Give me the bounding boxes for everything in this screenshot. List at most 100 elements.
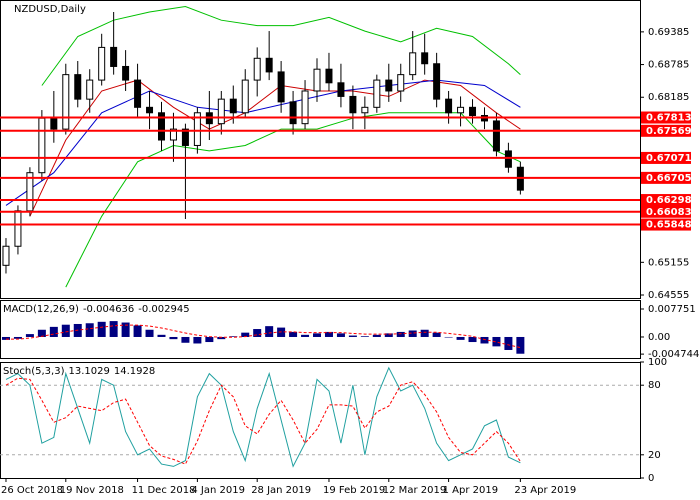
- level-label: 0.66083: [646, 207, 692, 218]
- candle-body: [157, 112, 165, 141]
- signal-line: [6, 324, 521, 349]
- macd-bar: [444, 336, 453, 338]
- macd-bar: [408, 330, 417, 337]
- macd-bar: [301, 334, 310, 337]
- y-tick-label: 0.69385: [648, 27, 689, 38]
- candle-body: [62, 74, 70, 130]
- macd-bar: [145, 329, 154, 337]
- candle-body: [469, 106, 477, 116]
- candle-body: [98, 46, 106, 81]
- stoch-title-part: Stoch(5,3,3): [3, 366, 65, 377]
- candle-body: [193, 112, 201, 146]
- x-tick-label: 1 Apr 2019: [443, 485, 498, 496]
- candle-body: [433, 63, 441, 100]
- level-label: 0.67071: [646, 153, 692, 164]
- candle-body: [492, 120, 500, 152]
- y-tick-label: 0.68785: [648, 60, 689, 71]
- level-label: 0.67813: [646, 113, 692, 124]
- macd-bar: [265, 326, 274, 337]
- y-tick-label: -0.004744: [648, 349, 699, 360]
- candle-body: [385, 79, 393, 92]
- candle-body: [265, 57, 273, 73]
- candle-body: [289, 101, 297, 125]
- candle-body: [373, 79, 381, 108]
- candle-body: [181, 128, 189, 146]
- macd-bar: [61, 324, 70, 337]
- macd-bar: [516, 336, 525, 354]
- candle-body: [38, 117, 46, 174]
- y-tick-label: 100: [648, 357, 667, 368]
- level-tag: [641, 171, 691, 184]
- candle-body: [241, 79, 249, 114]
- candle-body: [86, 79, 94, 100]
- macd-bar: [85, 323, 94, 337]
- y-tick-label: 0: [648, 473, 654, 484]
- stoch-title-part: 13.1029: [68, 366, 109, 377]
- macd-bar: [169, 336, 178, 340]
- macd-bar: [432, 332, 441, 337]
- x-tick-label: 11 Dec 2018: [132, 485, 196, 496]
- macd-bar: [121, 322, 130, 337]
- macd-bar: [468, 336, 477, 343]
- candle-body: [217, 98, 225, 125]
- macd-bar: [241, 332, 250, 337]
- y-tick-label: 20: [648, 450, 661, 461]
- indicator-line: [41, 5, 521, 86]
- macd-bar: [360, 336, 369, 337]
- indicator-line: [65, 112, 521, 288]
- candle-body: [337, 82, 345, 97]
- candle-body: [409, 52, 417, 76]
- y-tick-label: 0.00: [648, 332, 670, 343]
- x-tick-label: 19 Feb 2019: [323, 485, 385, 496]
- macd-bar: [253, 329, 262, 337]
- macd-title-part: MACD(12,26,9): [3, 304, 79, 315]
- macd-bar: [504, 336, 513, 350]
- stoch-title: Stoch(5,3,3) 13.1029 14.1928: [3, 366, 155, 377]
- macd-bar: [157, 334, 166, 337]
- candle-body: [397, 74, 405, 92]
- y-tick-label: 0.65155: [648, 257, 689, 268]
- macd-bar: [205, 336, 214, 343]
- candle-body: [2, 245, 10, 266]
- candle-body: [253, 57, 261, 81]
- candle-body: [457, 106, 465, 114]
- candle-body: [421, 52, 429, 65]
- macd-bar: [217, 336, 226, 340]
- chart-title: NZDUSD,Daily: [14, 4, 86, 15]
- candle-body: [445, 98, 453, 114]
- price-panel-frame: [0, 0, 641, 299]
- level-label: 0.66705: [646, 173, 692, 184]
- candle-body: [229, 98, 237, 114]
- candle-body: [313, 68, 321, 92]
- candle-body: [50, 117, 58, 130]
- x-tick-label: 23 Apr 2019: [514, 485, 576, 496]
- candle-body: [325, 68, 333, 84]
- macd-bar: [25, 334, 34, 337]
- level-tag: [641, 124, 691, 137]
- macd-bar: [49, 326, 58, 337]
- level-tag: [641, 194, 691, 207]
- x-tick-label: 28 Jan 2019: [251, 485, 311, 496]
- macd-bar: [1, 336, 10, 340]
- x-tick-label: 12 Mar 2019: [383, 485, 446, 496]
- macd-bar: [193, 336, 202, 344]
- macd-bar: [313, 333, 322, 337]
- y-tick-label: 80: [648, 380, 661, 391]
- level-tag: [641, 205, 691, 218]
- macd-panel-frame: [0, 300, 641, 359]
- k-line: [5, 366, 521, 468]
- candle-body: [169, 128, 177, 141]
- macd-bar: [336, 333, 345, 337]
- y-tick-label: 0.68185: [648, 92, 689, 103]
- level-tag: [641, 218, 691, 231]
- macd-bar: [109, 321, 118, 337]
- stoch-panel-frame: [0, 362, 641, 479]
- level-tag: [641, 111, 691, 124]
- candle-body: [146, 106, 154, 114]
- candle-body: [504, 150, 512, 168]
- candle-body: [277, 71, 285, 103]
- macd-bar: [348, 335, 357, 337]
- macd-bar: [133, 325, 142, 337]
